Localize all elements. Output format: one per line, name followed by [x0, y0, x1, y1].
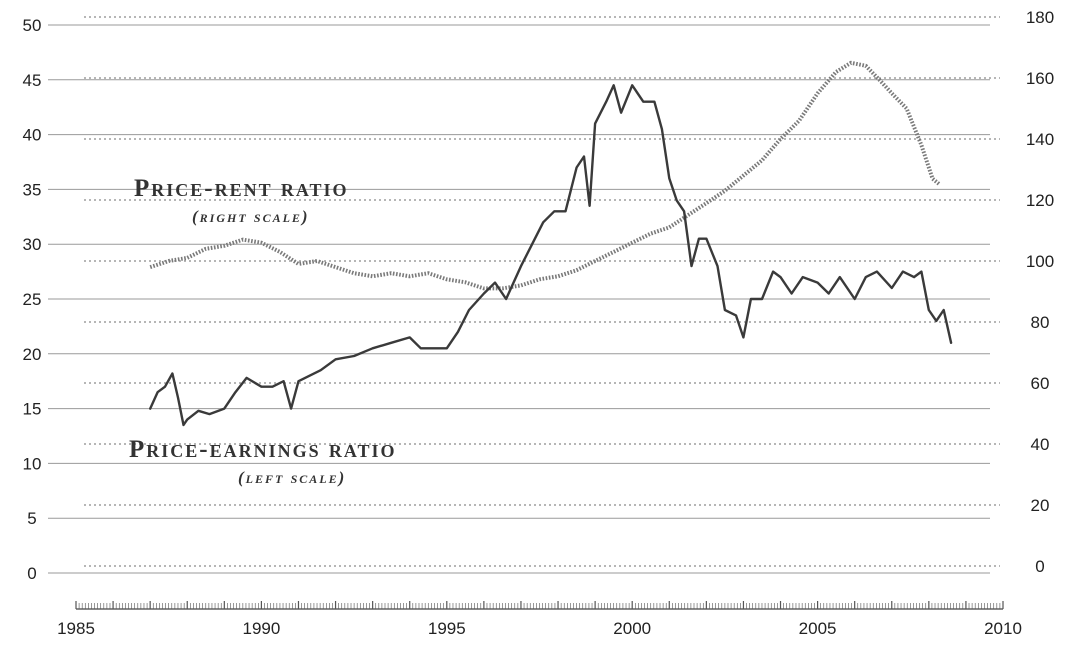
left-axis-ticks: 0 5 10 15 20 25 30 35 40 45 50 — [23, 16, 42, 583]
right-tick-label: 20 — [1031, 496, 1050, 515]
left-tick-label: 10 — [23, 454, 42, 473]
price-earnings-title: Price-earnings ratio — [129, 436, 397, 463]
price-rent-line — [149, 60, 942, 291]
right-tick-label: 160 — [1026, 69, 1054, 88]
left-tick-label: 35 — [23, 180, 42, 199]
left-tick-label: 45 — [23, 71, 42, 90]
price-earnings-subtitle: (left scale) — [238, 468, 346, 487]
x-tick-label: 2010 — [984, 619, 1022, 638]
right-tick-label: 100 — [1026, 252, 1054, 271]
x-tick-label: 1990 — [242, 619, 280, 638]
price-rent-subtitle: (right scale) — [192, 207, 310, 226]
right-tick-label: 60 — [1031, 374, 1050, 393]
left-tick-label: 20 — [23, 345, 42, 364]
right-tick-label: 140 — [1026, 130, 1054, 149]
left-tick-label: 5 — [27, 509, 36, 528]
left-tick-label: 50 — [23, 16, 42, 35]
x-tick-label: 1985 — [57, 619, 95, 638]
x-tick-label: 2005 — [799, 619, 837, 638]
right-tick-label: 120 — [1026, 191, 1054, 210]
left-tick-label: 0 — [27, 564, 36, 583]
right-gridlines — [84, 16, 1000, 567]
price-earnings-line — [149, 84, 953, 427]
x-tick-label: 1995 — [428, 619, 466, 638]
left-tick-label: 15 — [23, 400, 42, 419]
right-tick-label: 180 — [1026, 8, 1054, 27]
left-tick-label: 30 — [23, 235, 42, 254]
series-lines — [149, 60, 953, 427]
x-axis: 1985 1990 1995 2000 2005 2010 — [57, 601, 1022, 638]
left-gridlines — [48, 24, 990, 574]
right-tick-label: 40 — [1031, 435, 1050, 454]
right-tick-label: 0 — [1035, 557, 1044, 576]
price-rent-title: Price-rent ratio — [134, 175, 349, 202]
right-tick-label: 80 — [1031, 313, 1050, 332]
left-tick-label: 25 — [23, 290, 42, 309]
price-rent-annotation: Price-rent ratio (right scale) — [134, 175, 349, 226]
x-tick-label: 2000 — [613, 619, 651, 638]
price-earnings-annotation: Price-earnings ratio (left scale) — [129, 436, 397, 487]
left-tick-label: 40 — [23, 126, 42, 145]
right-axis-ticks: 0 20 40 60 80 100 120 140 160 180 — [1026, 8, 1054, 576]
